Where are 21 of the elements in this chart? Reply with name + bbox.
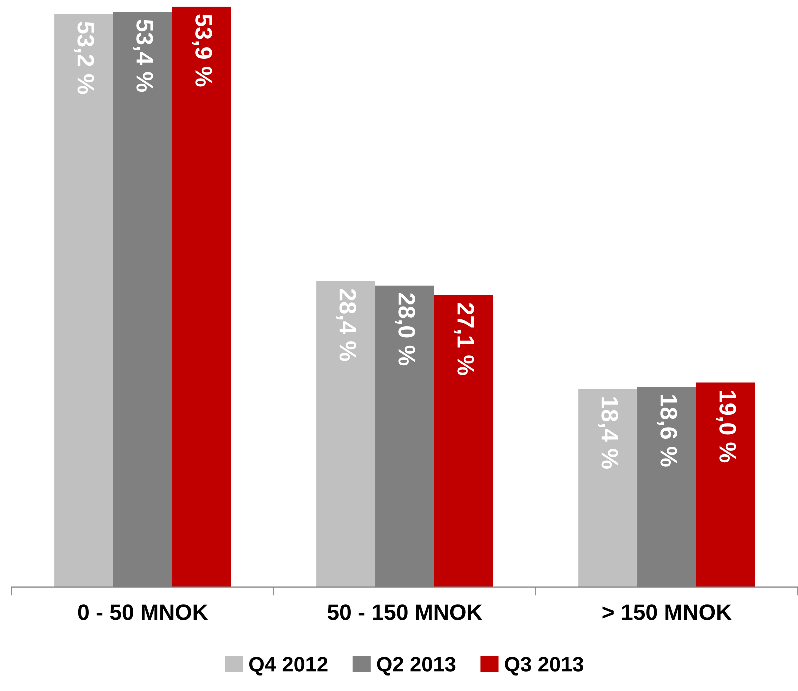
data-label: 27,1 %	[454, 303, 474, 376]
legend-label: Q4 2012	[250, 657, 328, 676]
data-label: 18,4 %	[598, 398, 618, 469]
bar	[172, 6, 232, 588]
bar	[316, 282, 376, 588]
data-label: 28,4 %	[336, 289, 356, 362]
data-label: 53,4 %	[133, 20, 154, 92]
data-label: 53,9 %	[192, 14, 212, 87]
x-tick-label: > 150 MNOK	[602, 604, 732, 620]
data-label: 19,0 %	[716, 391, 736, 463]
x-tick-label: 50 - 150 MNOK	[328, 604, 483, 620]
legend-label: Q3 2013	[505, 657, 584, 676]
data-label: 18,6 %	[657, 395, 678, 467]
bar	[696, 382, 756, 588]
data-label: 28,0 %	[395, 294, 416, 366]
bar	[434, 296, 494, 588]
bar	[578, 389, 638, 588]
data-label: 53,2 %	[74, 22, 94, 94]
bar	[54, 14, 114, 588]
x-tick-label: 0 - 50 MNOK	[78, 604, 208, 620]
legend-label: Q2 2013	[377, 657, 456, 676]
